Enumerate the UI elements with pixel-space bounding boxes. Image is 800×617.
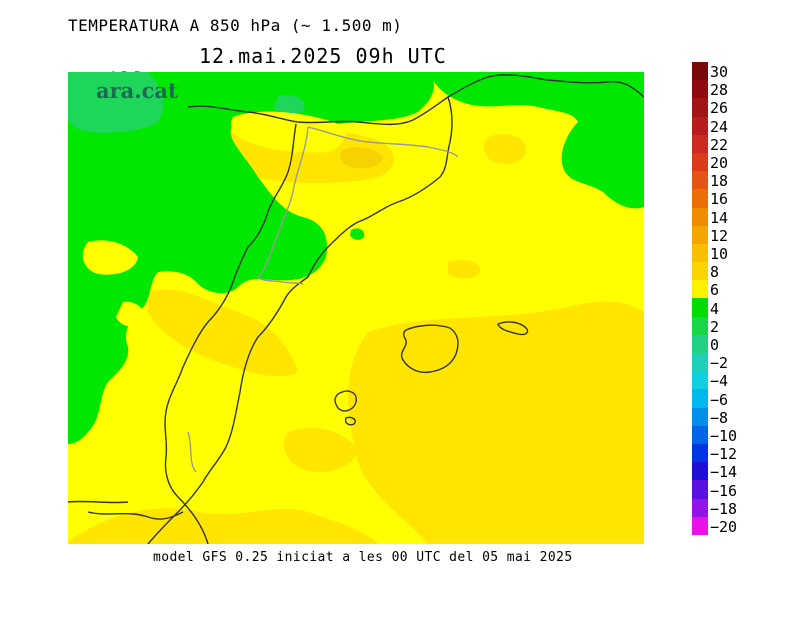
field-green-ne <box>428 72 644 209</box>
coastline-menorca <box>497 321 529 336</box>
colorbar-label: −6 <box>710 390 729 409</box>
colorbar-label: −8 <box>710 408 729 427</box>
colorbar-swatch <box>692 98 708 117</box>
field-warm-sw <box>68 508 378 544</box>
colorbar-swatch <box>692 280 708 299</box>
field-yellow-inner-3 <box>82 240 138 275</box>
field-orange-spot <box>340 147 383 169</box>
colorbar-swatch <box>692 116 708 135</box>
colorbar-swatch <box>692 298 708 317</box>
coastline-formentera <box>344 416 356 426</box>
coastline-north <box>187 74 644 126</box>
coastline-ibiza <box>334 390 357 412</box>
colorbar-swatch <box>692 262 708 281</box>
colorbar-swatch <box>692 407 708 426</box>
colorbar-label: 16 <box>710 190 729 209</box>
field-warm-patch-5 <box>448 260 481 279</box>
colorbar-label: 12 <box>710 226 729 245</box>
colorbar-label: 18 <box>710 172 729 191</box>
border-andorra-region <box>307 126 459 158</box>
border-valencia <box>187 431 197 473</box>
field-green-dark-2 <box>274 94 305 116</box>
border-aragon <box>257 126 309 285</box>
colorbar-swatch <box>692 498 708 517</box>
field-warm-center <box>148 289 298 377</box>
colorbar-label: 2 <box>710 317 720 336</box>
coastline-mallorca <box>400 324 459 374</box>
forecast-date: 12.mai.2025 09h UTC <box>199 44 447 68</box>
colorbar-swatch <box>692 62 708 81</box>
regional-borders <box>187 126 459 473</box>
border-inland <box>87 511 184 520</box>
field-warm-patch-2 <box>283 428 358 472</box>
colorbar-label: 4 <box>710 299 720 318</box>
colorbar-swatch <box>692 371 708 390</box>
colorbar-swatch <box>692 134 708 153</box>
colorbar-label: 30 <box>710 63 729 81</box>
colorbar-label: 14 <box>710 208 729 227</box>
colorbar-swatch <box>692 480 708 499</box>
colorbar-swatch <box>692 243 708 263</box>
field-warm-east <box>468 316 619 379</box>
temperature-map <box>68 72 644 544</box>
field-green-dark-1 <box>68 72 164 133</box>
colorbar-swatch <box>692 353 708 372</box>
field-green-nw <box>68 72 434 444</box>
colorbar-swatch <box>692 316 708 335</box>
field-green-blob-1 <box>350 228 365 240</box>
colorbar-label: 20 <box>710 154 729 172</box>
colorbar-label: −12 <box>710 445 738 464</box>
colorbar-swatch <box>692 207 708 226</box>
colorbar-label: 10 <box>710 245 729 263</box>
field-yellow-inner-2 <box>428 185 508 219</box>
colorbar-swatch <box>692 425 708 444</box>
coastline-catalonia <box>147 96 453 544</box>
colorbar-label: 0 <box>710 336 720 354</box>
colorbar-label: −10 <box>710 427 738 445</box>
colorbar-label: 28 <box>710 81 729 100</box>
colorbar-label: −20 <box>710 518 738 536</box>
field-warm-patch-1 <box>443 423 528 471</box>
field-yellow-inner-4 <box>116 301 145 327</box>
colorbar-swatch <box>692 516 708 535</box>
model-run-info: model GFS 0.25 iniciat a les 00 UTC del … <box>153 550 573 565</box>
colorbar-label: −18 <box>710 499 738 518</box>
colorbar-swatch <box>692 171 708 190</box>
colorbar-label: −14 <box>710 463 738 482</box>
coastlines <box>68 74 644 544</box>
colorbar-label: 22 <box>710 135 729 154</box>
colorbar-label: −16 <box>710 481 738 500</box>
colorbar-label: 8 <box>710 263 720 282</box>
colorbar-swatch <box>692 462 708 481</box>
colorbar-label: −2 <box>710 354 729 373</box>
colorbar-swatch <box>692 152 708 172</box>
colorbar-label: −4 <box>710 372 729 391</box>
colorbar-swatch <box>692 389 708 408</box>
field-green-blob-2 <box>107 180 115 188</box>
border-france-spain <box>164 123 297 544</box>
field-warm-patch-4 <box>483 134 527 164</box>
colorbar-swatch <box>692 189 708 208</box>
colorbar-swatch <box>692 443 708 463</box>
colorbar-swatch <box>692 80 708 99</box>
temperature-colorbar <box>692 62 708 535</box>
chart-title: TEMPERATURA A 850 hPa (~ 1.500 m) <box>68 16 403 35</box>
colorbar-label: 26 <box>710 99 729 118</box>
colorbar-label: 24 <box>710 117 729 136</box>
coastline-southwest <box>68 500 129 504</box>
colorbar-swatch <box>692 225 708 244</box>
colorbar-swatch <box>692 334 708 353</box>
ara-cat-logo: ara.cat <box>96 78 178 103</box>
colorbar-label: 6 <box>710 281 720 300</box>
